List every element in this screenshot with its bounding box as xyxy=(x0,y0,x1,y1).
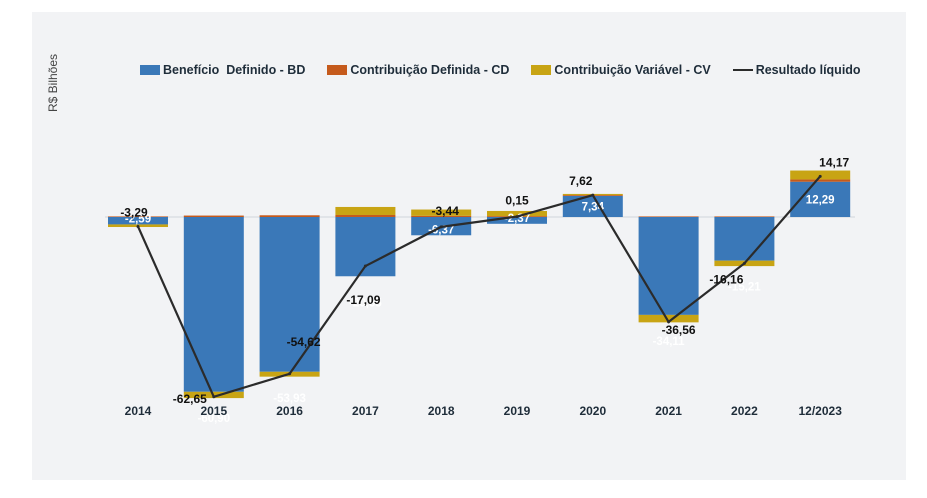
legend-swatch-net xyxy=(732,69,753,71)
line-label-2019: 0,15 xyxy=(505,194,529,208)
bar-cv-2018 xyxy=(411,209,472,216)
line-label-2022: -16,16 xyxy=(709,272,743,286)
bar-cd-2022 xyxy=(714,216,775,217)
bar-label-2014: -2,59 xyxy=(125,213,151,225)
bar-cd-2018 xyxy=(411,215,472,217)
bar-cd-2017 xyxy=(335,214,396,217)
legend-label-cv: Contribuição Variável - CV xyxy=(554,63,711,77)
line-label-2020: 7,62 xyxy=(569,174,593,188)
line-label-2014: -3,29 xyxy=(120,205,148,219)
line-label-2016: -54,62 xyxy=(287,335,321,349)
net-result-point-12/2023 xyxy=(818,174,822,178)
net-result-line xyxy=(136,175,822,399)
net-result-point-2022 xyxy=(742,261,746,265)
x-tick-label-2014: 2014 xyxy=(125,404,152,418)
net-result-point-2017 xyxy=(363,264,367,268)
line-label-2015: -62,65 xyxy=(173,392,207,406)
bar-cv-2017 xyxy=(335,206,396,215)
net-result-point-2021 xyxy=(667,320,671,324)
legend-label-net: Resultado líquido xyxy=(755,63,861,77)
bar-cv-2019 xyxy=(487,210,547,217)
bar-label-2021: -34,11 xyxy=(653,336,686,348)
legend-label-cd: Contribuição Definida - CD xyxy=(350,63,510,77)
net-result-point-2018 xyxy=(439,225,443,229)
bar-bd-2015 xyxy=(183,217,244,392)
x-tick-label-2016: 2016 xyxy=(276,404,303,418)
line-label-2018: -3,44 xyxy=(432,204,460,218)
x-tick-label-2020: 2020 xyxy=(579,404,606,418)
bar-label-2016: -53,93 xyxy=(273,393,306,405)
x-tick-label-2019: 2019 xyxy=(504,404,531,418)
legend-swatch-cd xyxy=(327,65,348,75)
x-tick-label-2021: 2021 xyxy=(655,404,682,418)
bar-cd-2016 xyxy=(259,215,320,217)
bar-cd-2014 xyxy=(108,216,168,217)
net-result-point-2015 xyxy=(212,395,216,399)
bar-cd-12/2023 xyxy=(790,179,851,182)
bar-cv-2021 xyxy=(638,314,699,323)
line-label-12/2023: 14,17 xyxy=(819,155,849,169)
net-result-point-2019 xyxy=(515,215,519,219)
bar-label-12/2023: 12,29 xyxy=(806,194,835,206)
legend-swatch-cv xyxy=(531,65,552,75)
legend-item-cd: Contribuição Definida - CD xyxy=(327,63,509,77)
x-tick-label-2018: 2018 xyxy=(428,404,455,418)
legend: Benefício Definido - BD Contribuição Def… xyxy=(140,63,861,77)
x-tick-label-2017: 2017 xyxy=(352,404,379,418)
bar-label-2015: -60,90 xyxy=(197,413,230,425)
bar-bd-2019 xyxy=(487,217,547,224)
net-result-point-2020 xyxy=(591,193,595,197)
x-tick-label-2015: 2015 xyxy=(200,404,227,418)
bar-label-2017: -20,65 xyxy=(349,297,382,309)
bar-bd-2021 xyxy=(638,217,699,315)
net-result-point-2016 xyxy=(288,372,292,376)
legend-item-cv: Contribuição Variável - CV xyxy=(531,63,711,77)
bar-cd-2015 xyxy=(183,215,244,217)
bar-bd-2014 xyxy=(108,217,168,225)
bar-label-2018: -6,37 xyxy=(428,224,454,236)
net-result-point-2014 xyxy=(136,224,140,228)
x-tick-label-12/2023: 12/2023 xyxy=(799,404,843,418)
bar-bd-2020 xyxy=(562,195,623,217)
bar-label-2022: -15,21 xyxy=(728,282,761,294)
legend-item-bd: Benefício Definido - BD xyxy=(140,63,305,77)
line-label-2021: -36,56 xyxy=(662,323,696,337)
x-tick-label-2022: 2022 xyxy=(731,404,758,418)
legend-item-net: Resultado líquido xyxy=(732,63,861,77)
line-label-2017: -17,09 xyxy=(346,293,380,307)
legend-swatch-bd xyxy=(140,65,160,75)
bar-cd-2021 xyxy=(638,216,699,217)
legend-label-bd: Benefício Definido - BD xyxy=(163,63,306,77)
